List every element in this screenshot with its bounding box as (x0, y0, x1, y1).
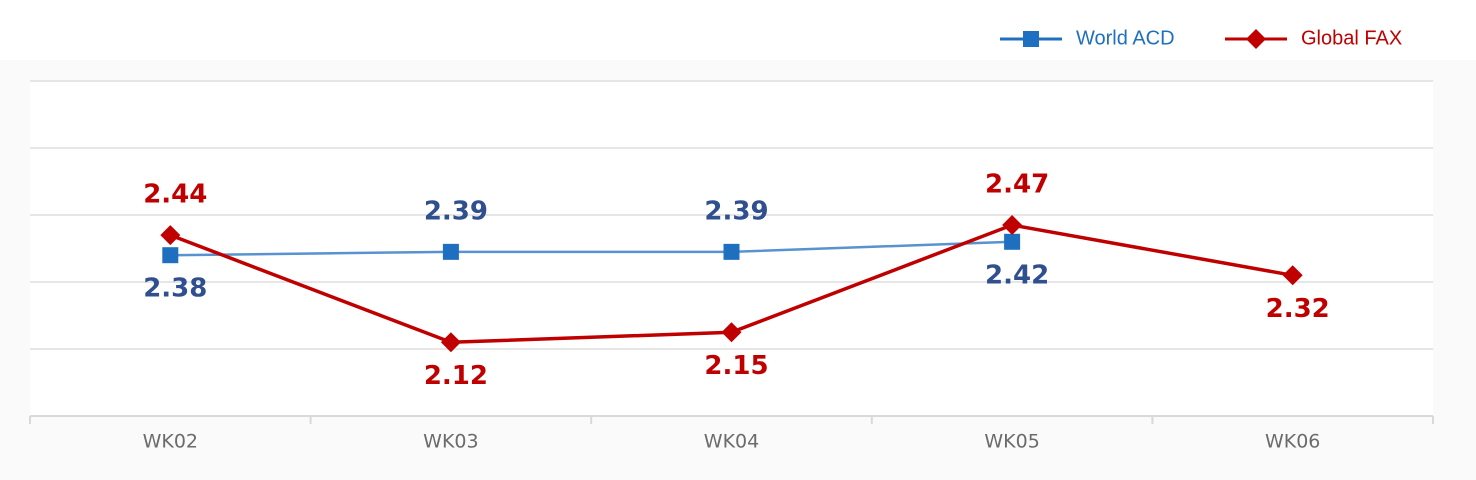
legend-marker (1023, 31, 1039, 47)
data-label: 2.38 (143, 274, 207, 304)
data-label: 2.15 (704, 351, 768, 381)
data-label: 2.42 (985, 260, 1049, 290)
data-point (721, 322, 742, 343)
data-point (442, 243, 459, 260)
legend-label: World ACD (1076, 27, 1175, 49)
data-label: 2.39 (424, 196, 488, 226)
x-tick-label: WK02 (143, 431, 198, 453)
x-tick-label: WK04 (704, 431, 759, 453)
x-tick-label: WK03 (423, 431, 478, 453)
data-label: 2.39 (704, 196, 768, 226)
data-label: 2.44 (143, 180, 207, 210)
series-line (170, 240, 1013, 257)
legend-label: Global FAX (1301, 27, 1402, 49)
data-point (723, 243, 740, 260)
data-point (1282, 265, 1303, 286)
data-point (162, 247, 179, 264)
data-label: 2.32 (1266, 294, 1330, 324)
data-point (440, 332, 461, 353)
data-point (1002, 215, 1023, 236)
legend-marker (1246, 29, 1266, 49)
data-label: 2.47 (985, 170, 1049, 200)
data-point (160, 225, 181, 246)
x-tick-label: WK06 (1265, 431, 1320, 453)
data-point (1004, 233, 1021, 250)
x-tick-label: WK05 (984, 431, 1039, 453)
data-label: 2.12 (424, 361, 488, 391)
